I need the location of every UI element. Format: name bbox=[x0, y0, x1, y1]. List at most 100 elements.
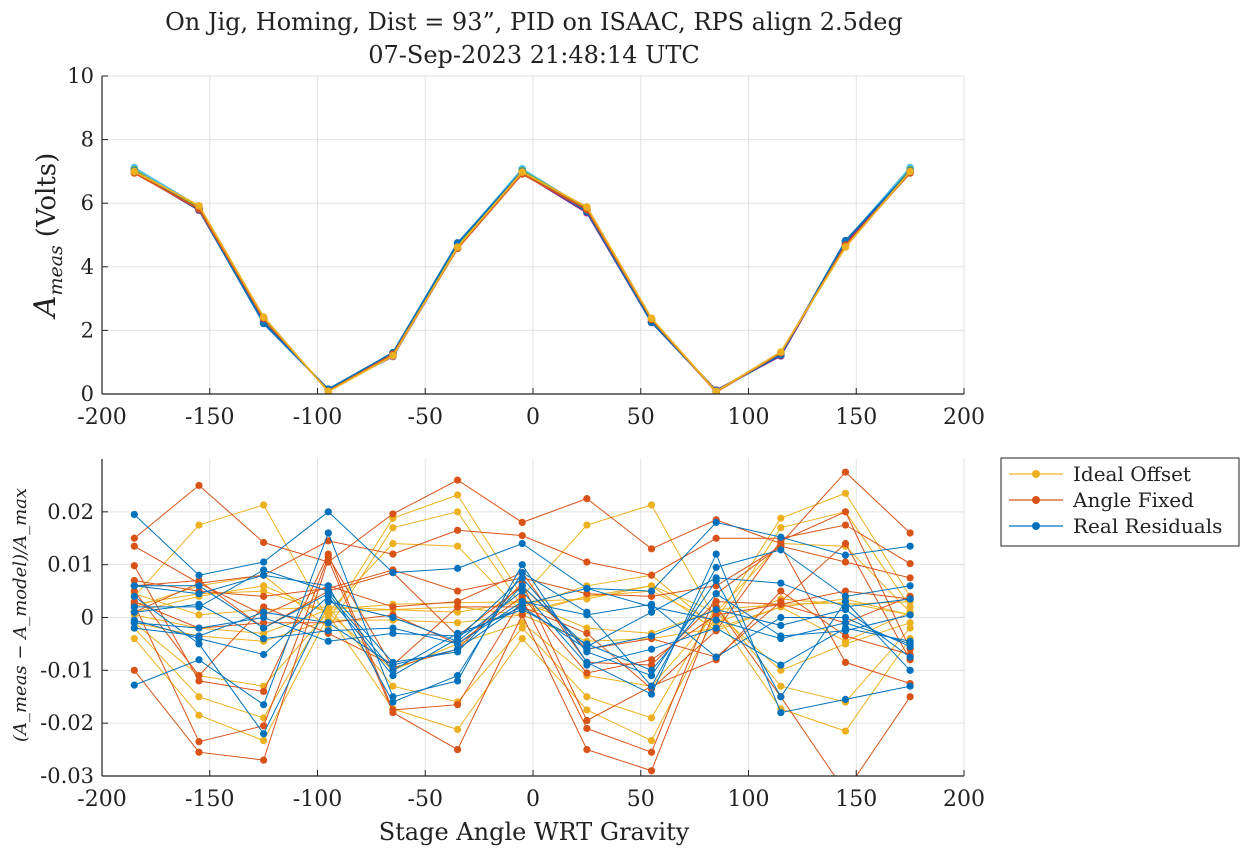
data-point bbox=[583, 521, 591, 529]
data-point bbox=[583, 645, 591, 653]
y-tick-label: -0.02 bbox=[40, 711, 94, 735]
data-point bbox=[260, 737, 268, 745]
x-tick-label: 100 bbox=[728, 405, 770, 430]
data-point bbox=[906, 653, 914, 661]
data-point bbox=[130, 167, 139, 176]
data-point bbox=[518, 605, 526, 614]
data-point bbox=[518, 624, 526, 632]
data-point bbox=[841, 551, 850, 559]
data-point bbox=[195, 656, 203, 664]
data-point bbox=[324, 508, 332, 516]
data-point bbox=[130, 592, 138, 600]
data-point bbox=[841, 613, 850, 622]
data-point bbox=[777, 587, 785, 595]
top-tick-labels: -200 -150 -100 -50 0 50 100 150 200 0 2 4 6 8 10 bbox=[67, 64, 985, 430]
data-point bbox=[518, 561, 526, 569]
data-point bbox=[453, 603, 462, 611]
title-line-1: On Jig, Homing, Dist = 93”, PID on ISAAC… bbox=[165, 8, 903, 36]
data-point bbox=[453, 542, 462, 550]
data-point bbox=[260, 624, 268, 632]
bottom-series bbox=[130, 468, 914, 776]
data-point bbox=[195, 672, 203, 680]
data-point bbox=[583, 640, 591, 648]
data-point bbox=[195, 576, 203, 585]
data-point bbox=[453, 677, 462, 685]
top-axes: -200 -150 -100 -50 0 50 100 150 200 0 2 4 6 8 10 Ameas… bbox=[28, 64, 985, 430]
plotted-data bbox=[130, 163, 914, 394]
data-point bbox=[260, 722, 268, 730]
y-tick-label: 4 bbox=[81, 255, 94, 279]
data-point bbox=[453, 645, 462, 653]
data-point bbox=[712, 590, 720, 598]
data-point bbox=[647, 656, 656, 664]
data-point bbox=[777, 661, 785, 669]
data-point bbox=[647, 571, 656, 579]
data-point bbox=[777, 524, 785, 532]
data-point bbox=[389, 550, 397, 558]
data-point bbox=[195, 590, 203, 598]
data-point bbox=[906, 693, 914, 701]
x-tick-label: -100 bbox=[293, 405, 342, 430]
legend-marker bbox=[1032, 470, 1040, 478]
x-tick-label: -200 bbox=[77, 405, 126, 430]
data-point bbox=[518, 600, 526, 608]
data-point bbox=[260, 592, 268, 600]
data-point bbox=[130, 542, 138, 550]
data-point bbox=[195, 571, 203, 579]
data-point bbox=[712, 534, 720, 542]
data-point bbox=[841, 468, 850, 476]
data-point bbox=[453, 491, 462, 499]
data-point bbox=[647, 767, 656, 775]
data-point bbox=[841, 508, 850, 516]
y-tick-label: 0 bbox=[81, 606, 94, 630]
data-point bbox=[453, 701, 462, 709]
plotted-data bbox=[130, 468, 914, 776]
data-point bbox=[712, 550, 720, 558]
data-point bbox=[260, 613, 268, 622]
top-y-axis-label: Ameas(Volts) bbox=[28, 153, 67, 320]
data-point bbox=[130, 666, 138, 674]
data-point bbox=[324, 529, 332, 537]
data-point bbox=[195, 624, 203, 632]
data-point bbox=[518, 619, 526, 627]
data-point bbox=[583, 611, 591, 619]
bottom-axes: -200 -150 -100 -50 0 50 100 150 200 -0.03 -0.02 -0.… bbox=[10, 459, 985, 846]
data-point bbox=[260, 538, 268, 547]
data-point bbox=[195, 677, 203, 685]
y-tick-label: 0.02 bbox=[47, 500, 94, 524]
data-point bbox=[777, 348, 785, 356]
data-point bbox=[841, 605, 850, 614]
x-tick-label: -100 bbox=[293, 787, 342, 812]
data-point bbox=[906, 167, 914, 176]
x-tick-label: 0 bbox=[526, 787, 540, 812]
data-point bbox=[841, 727, 850, 735]
data-point bbox=[583, 724, 591, 733]
data-point bbox=[841, 592, 850, 600]
data-point bbox=[647, 608, 656, 616]
data-point bbox=[712, 605, 720, 614]
data-point bbox=[777, 666, 785, 674]
x-tick-label: -150 bbox=[185, 787, 234, 812]
data-point bbox=[453, 564, 462, 572]
data-point bbox=[453, 526, 462, 534]
data-point bbox=[712, 387, 720, 394]
x-tick-label: -200 bbox=[77, 787, 126, 812]
data-point bbox=[777, 533, 785, 541]
data-point bbox=[518, 582, 526, 590]
data-point bbox=[389, 613, 397, 622]
x-tick-label: -50 bbox=[408, 405, 443, 430]
data-point bbox=[712, 598, 720, 606]
data-point bbox=[324, 619, 332, 627]
data-point bbox=[518, 539, 526, 548]
data-point bbox=[324, 582, 332, 590]
legend-marker bbox=[1032, 522, 1040, 530]
data-point bbox=[906, 682, 914, 690]
data-point bbox=[453, 243, 462, 251]
data-point bbox=[260, 571, 268, 579]
data-point bbox=[518, 574, 526, 582]
data-point bbox=[324, 553, 332, 561]
data-point bbox=[130, 562, 138, 570]
data-point bbox=[518, 611, 526, 619]
data-point bbox=[195, 611, 203, 619]
data-point bbox=[260, 635, 268, 643]
